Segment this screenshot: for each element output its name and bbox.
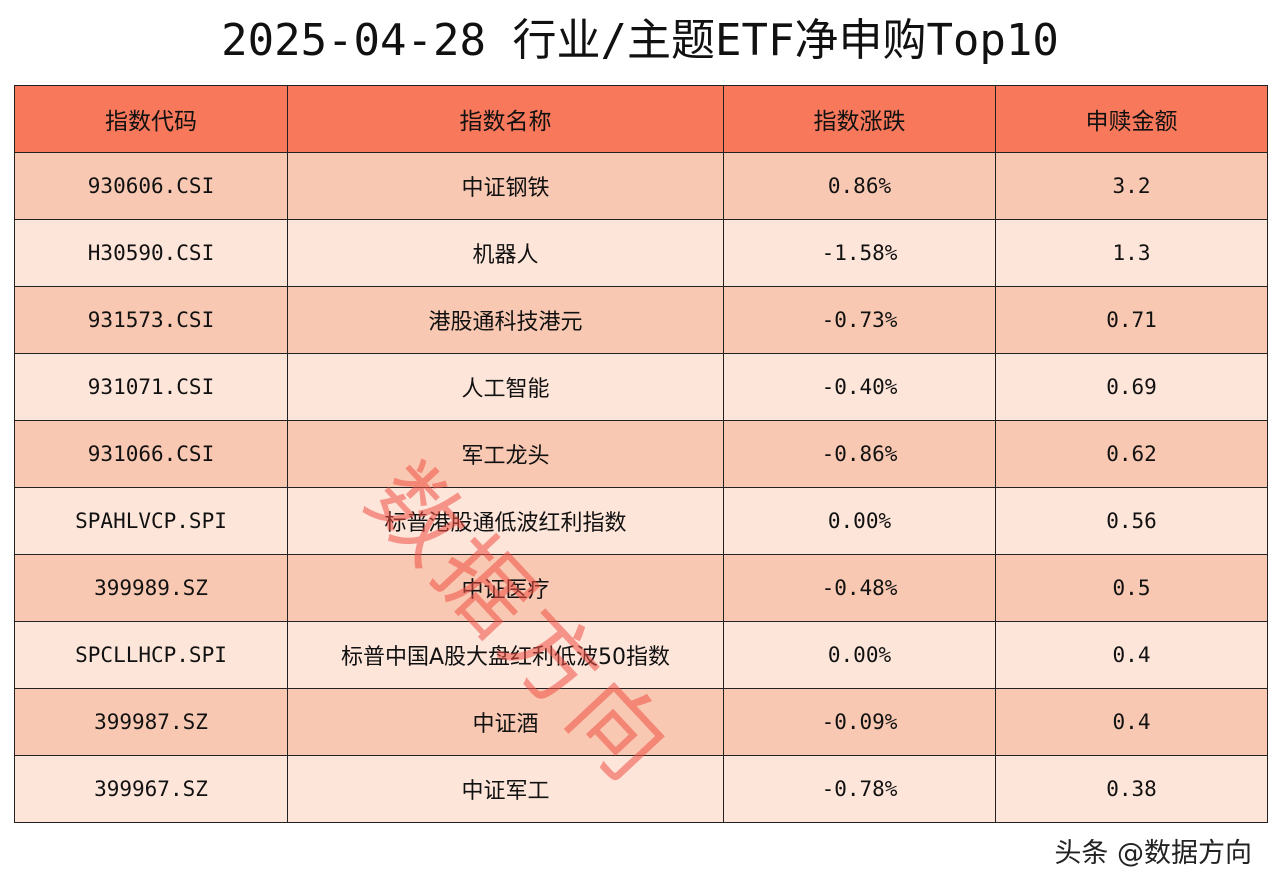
cell-index-change: -0.40% (723, 353, 996, 421)
cell-index-change: 0.00% (723, 487, 996, 555)
cell-index-code: 399967.SZ (14, 755, 288, 823)
table-row: SPAHLVCP.SPI 标普港股通低波红利指数 0.00% 0.56 (14, 487, 1268, 555)
cell-subscription-amount: 0.4 (995, 688, 1268, 756)
table-row: 399967.SZ 中证军工 -0.78% 0.38 (14, 755, 1268, 823)
cell-index-code: 399987.SZ (14, 688, 288, 756)
cell-index-code: 931066.CSI (14, 420, 288, 488)
table-header-row: 指数代码 指数名称 指数涨跌 申赎金额 (14, 85, 1268, 153)
table-row: H30590.CSI 机器人 -1.58% 1.3 (14, 219, 1268, 287)
page-title: 2025-04-28 行业/主题ETF净申购Top10 (221, 15, 1059, 66)
cell-index-code: SPCLLHCP.SPI (14, 621, 288, 689)
table-row: 931066.CSI 军工龙头 -0.86% 0.62 (14, 420, 1268, 488)
cell-index-code: H30590.CSI (14, 219, 288, 287)
cell-index-change: 0.00% (723, 621, 996, 689)
header-subscription-amount: 申赎金额 (995, 85, 1268, 153)
header-index-code: 指数代码 (14, 85, 288, 153)
cell-index-code: 930606.CSI (14, 152, 288, 220)
cell-index-name: 标普中国A股大盘红利低波50指数 (287, 621, 724, 689)
cell-subscription-amount: 0.5 (995, 554, 1268, 622)
cell-subscription-amount: 1.3 (995, 219, 1268, 287)
header-index-name: 指数名称 (287, 85, 724, 153)
cell-subscription-amount: 0.38 (995, 755, 1268, 823)
cell-index-code: 399989.SZ (14, 554, 288, 622)
cell-index-name: 军工龙头 (287, 420, 724, 488)
cell-index-change: -0.73% (723, 286, 996, 354)
table-row: 399987.SZ 中证酒 -0.09% 0.4 (14, 688, 1268, 756)
cell-index-code: 931071.CSI (14, 353, 288, 421)
cell-index-change: -0.86% (723, 420, 996, 488)
cell-subscription-amount: 0.56 (995, 487, 1268, 555)
cell-subscription-amount: 0.69 (995, 353, 1268, 421)
etf-net-subscription-table: 指数代码 指数名称 指数涨跌 申赎金额 930606.CSI 中证钢铁 0.86… (14, 85, 1268, 823)
cell-index-name: 机器人 (287, 219, 724, 287)
cell-index-code: SPAHLVCP.SPI (14, 487, 288, 555)
table-row: 931071.CSI 人工智能 -0.40% 0.69 (14, 353, 1268, 421)
table-row: SPCLLHCP.SPI 标普中国A股大盘红利低波50指数 0.00% 0.4 (14, 621, 1268, 689)
cell-subscription-amount: 3.2 (995, 152, 1268, 220)
cell-index-code: 931573.CSI (14, 286, 288, 354)
cell-index-change: -0.78% (723, 755, 996, 823)
cell-index-name: 港股通科技港元 (287, 286, 724, 354)
table-row: 399989.SZ 中证医疗 -0.48% 0.5 (14, 554, 1268, 622)
cell-subscription-amount: 0.71 (995, 286, 1268, 354)
cell-index-change: 0.86% (723, 152, 996, 220)
cell-index-name: 人工智能 (287, 353, 724, 421)
cell-subscription-amount: 0.62 (995, 420, 1268, 488)
cell-index-name: 中证酒 (287, 688, 724, 756)
table-row: 931573.CSI 港股通科技港元 -0.73% 0.71 (14, 286, 1268, 354)
cell-index-change: -1.58% (723, 219, 996, 287)
cell-index-name: 中证军工 (287, 755, 724, 823)
table-row: 930606.CSI 中证钢铁 0.86% 3.2 (14, 152, 1268, 220)
cell-index-name: 中证钢铁 (287, 152, 724, 220)
cell-index-change: -0.48% (723, 554, 996, 622)
header-index-change: 指数涨跌 (723, 85, 996, 153)
cell-subscription-amount: 0.4 (995, 621, 1268, 689)
cell-index-change: -0.09% (723, 688, 996, 756)
cell-index-name: 中证医疗 (287, 554, 724, 622)
footer-brand: 头条 @数据方向 (1054, 838, 1252, 869)
cell-index-name: 标普港股通低波红利指数 (287, 487, 724, 555)
